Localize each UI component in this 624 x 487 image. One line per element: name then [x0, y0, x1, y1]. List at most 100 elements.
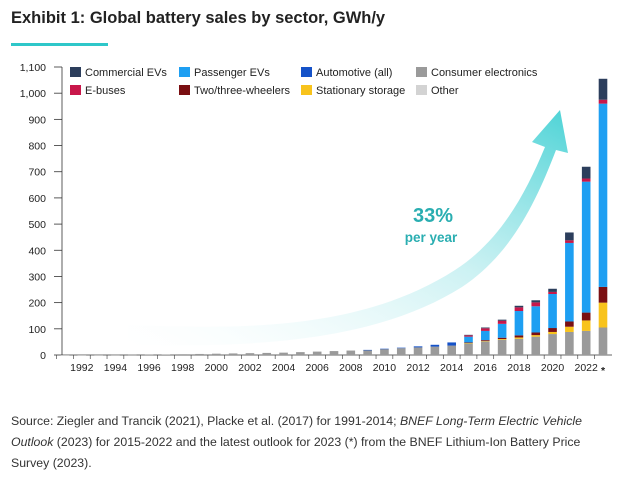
bar-segment: [380, 348, 389, 350]
bar-segment: [363, 349, 372, 351]
x-tick-label: 2016: [474, 362, 498, 374]
y-tick-label: 0: [40, 350, 46, 362]
x-tick-label: 2008: [339, 362, 363, 374]
bar-segment: [380, 348, 389, 355]
legend-label: Stationary storage: [316, 85, 405, 97]
bar-segment: [565, 242, 574, 322]
bar-segment: [565, 240, 574, 243]
bar-segment: [548, 334, 557, 355]
legend-swatch: [416, 85, 427, 95]
x-tick-label: 2004: [272, 362, 296, 374]
bar-segment: [329, 351, 339, 355]
growth-arrow: [128, 110, 568, 346]
source-text-3: (2023) for 2015-2022 and the latest outl…: [11, 435, 581, 470]
bar-segment: [531, 302, 541, 307]
legend-swatch: [70, 85, 81, 95]
bar-segment: [531, 306, 541, 333]
bar-segment: [464, 343, 473, 355]
legend-swatch: [301, 85, 312, 95]
y-tick-label: 700: [28, 167, 46, 179]
bar-segment: [565, 321, 574, 327]
y-tick-label: 900: [28, 114, 46, 126]
y-tick-label: 600: [28, 193, 46, 205]
bar-segment: [413, 347, 423, 355]
y-tick-label: 800: [28, 141, 46, 153]
x-tick-label: *: [601, 365, 606, 377]
bar-segment: [531, 335, 541, 337]
x-tick-label: 2010: [373, 362, 397, 374]
bar-segment: [581, 312, 591, 321]
bar-segment: [531, 332, 541, 336]
y-tick-label: 400: [28, 245, 46, 257]
legend-label: E-buses: [85, 85, 126, 97]
y-tick-label: 1,000: [20, 88, 46, 100]
bar-segment: [464, 342, 473, 343]
bar-segment: [396, 347, 406, 349]
bar-segment: [581, 181, 591, 313]
bar-segment: [363, 350, 372, 355]
legend-label: Consumer electronics: [431, 67, 538, 79]
bar-segment: [497, 339, 507, 340]
x-tick-label: 1994: [104, 362, 128, 374]
bar-segment: [514, 305, 524, 308]
bar-segment: [581, 166, 591, 179]
bar-segment: [497, 337, 507, 340]
bar-segment: [195, 353, 204, 355]
bar-segment: [245, 353, 255, 355]
bar-segment: [598, 302, 608, 328]
bar-segment: [481, 340, 490, 342]
x-tick-label: 2020: [541, 362, 565, 374]
bar-segment: [178, 354, 187, 355]
y-tick-label: 200: [28, 298, 46, 310]
bar-segment: [481, 340, 490, 341]
bar-segment: [464, 342, 473, 344]
bar-segment: [514, 311, 524, 336]
bar-segment: [514, 337, 524, 339]
bar-segment: [514, 338, 524, 355]
bar-segment: [161, 354, 171, 355]
legend-swatch: [416, 67, 427, 77]
y-tick-label: 500: [28, 219, 46, 231]
x-tick-label: 1992: [70, 362, 94, 374]
bar-segment: [144, 354, 154, 356]
bar-segment: [60, 354, 70, 356]
bar-segment: [514, 335, 524, 338]
bar-segment: [111, 354, 120, 356]
bar-segment: [346, 350, 356, 355]
bar-segment: [447, 342, 456, 346]
bar-segment: [598, 286, 608, 303]
source-text-2: BNEF Long-Term Electric Vehicle Outlook: [11, 414, 582, 449]
bar-segment: [296, 352, 305, 355]
legend-label: Passenger EVs: [194, 67, 270, 79]
bar-segment: [94, 354, 103, 356]
bar-segment: [228, 353, 238, 355]
bar-segment: [497, 339, 507, 355]
bar-segment: [548, 328, 557, 332]
bar-segment: [481, 341, 490, 355]
y-tick-label: 300: [28, 271, 46, 283]
y-tick-label: 100: [28, 324, 46, 336]
source-note: Source: Ziegler and Trancik (2021), Plac…: [11, 411, 611, 474]
bar-segment: [481, 330, 490, 341]
bar-segment: [497, 320, 507, 324]
bar-segment: [581, 330, 591, 355]
bar-segment: [481, 328, 490, 331]
bar-segment: [531, 336, 541, 355]
bar-segment: [581, 320, 591, 331]
bar-segment: [464, 335, 473, 337]
source-text-1: Source: Ziegler and Trancik (2021), Plac…: [11, 414, 400, 428]
bar-segment: [430, 344, 440, 347]
x-tick-label: 1998: [171, 362, 195, 374]
x-tick-label: 2012: [406, 362, 430, 374]
bar-segment: [212, 353, 221, 355]
x-tick-label: 2022: [575, 362, 599, 374]
bar-segment: [481, 327, 490, 329]
bar-segment: [548, 331, 557, 335]
bar-segment: [565, 331, 574, 355]
bar-segment: [127, 354, 137, 356]
legend-label: Automotive (all): [316, 67, 392, 79]
bar-segment: [514, 307, 524, 312]
bar-segment: [413, 346, 423, 348]
bar-segment: [548, 288, 557, 292]
bar-segment: [598, 103, 608, 287]
